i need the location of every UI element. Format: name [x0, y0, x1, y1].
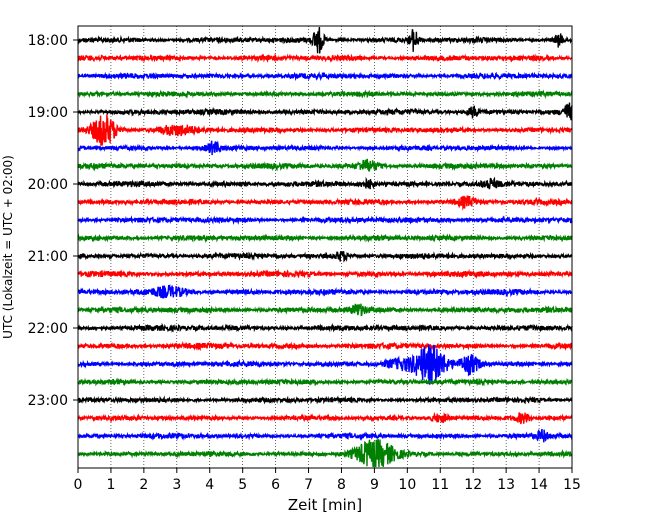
y-axis-ticks: 18:00 19:00 20:00 21:00 22:00 23:00 [28, 33, 78, 409]
y-tick-label: 19:00 [28, 105, 68, 121]
trace-2345 [77, 438, 573, 468]
y-axis-label: UTC (Lokalzeit = UTC + 02:00) [1, 155, 15, 339]
trace-2245 [77, 377, 573, 387]
trace-1815 [77, 53, 573, 63]
trace-1945 [77, 158, 573, 172]
trace-1915 [77, 114, 573, 146]
x-tick-label: 7 [304, 477, 313, 493]
trace-2200 [77, 322, 573, 333]
trace-2300 [77, 395, 573, 405]
x-tick-label: 15 [563, 477, 581, 493]
trace-1845 [77, 89, 573, 100]
trace-2030 [77, 215, 573, 225]
trace-1800 [77, 26, 573, 54]
x-tick-label: 10 [398, 477, 416, 493]
trace-2015 [77, 195, 573, 211]
x-tick-label: 3 [172, 477, 181, 493]
trace-1830 [77, 71, 573, 82]
x-tick-label: 12 [464, 477, 482, 493]
trace-2215 [77, 340, 573, 352]
x-tick-label: 14 [530, 477, 548, 493]
seismic-traces [77, 26, 573, 468]
x-tick-label: 8 [337, 477, 346, 493]
y-tick-label: 18:00 [28, 33, 68, 49]
x-tick-label: 11 [431, 477, 449, 493]
y-tick-label: 22:00 [28, 321, 68, 337]
x-tick-label: 6 [271, 477, 280, 493]
trace-1900 [77, 102, 573, 121]
y-tick-label: 20:00 [28, 177, 68, 193]
trace-2230 [77, 344, 573, 385]
trace-1930 [77, 140, 573, 156]
y-tick-label: 21:00 [28, 249, 68, 265]
trace-2100 [77, 251, 573, 263]
x-tick-label: 1 [106, 477, 115, 493]
trace-2000 [77, 176, 573, 190]
x-axis-label: Zeit [min] [288, 496, 362, 514]
trace-2115 [77, 268, 573, 280]
x-axis-ticks: 0 1 2 3 4 5 6 7 8 9 10 11 12 13 14 15 [74, 468, 581, 493]
x-tick-label: 9 [370, 477, 379, 493]
x-tick-label: 2 [139, 477, 148, 493]
x-tick-label: 0 [74, 477, 83, 493]
x-tick-label: 4 [205, 477, 214, 493]
x-tick-label: 13 [497, 477, 515, 493]
trace-2315 [77, 411, 573, 425]
x-tick-label: 5 [238, 477, 247, 493]
trace-2045 [77, 233, 573, 243]
y-tick-label: 23:00 [28, 393, 68, 409]
trace-2145 [77, 303, 573, 317]
trace-2330 [77, 428, 573, 443]
plot-frame [77, 25, 573, 469]
trace-2130 [77, 283, 573, 299]
